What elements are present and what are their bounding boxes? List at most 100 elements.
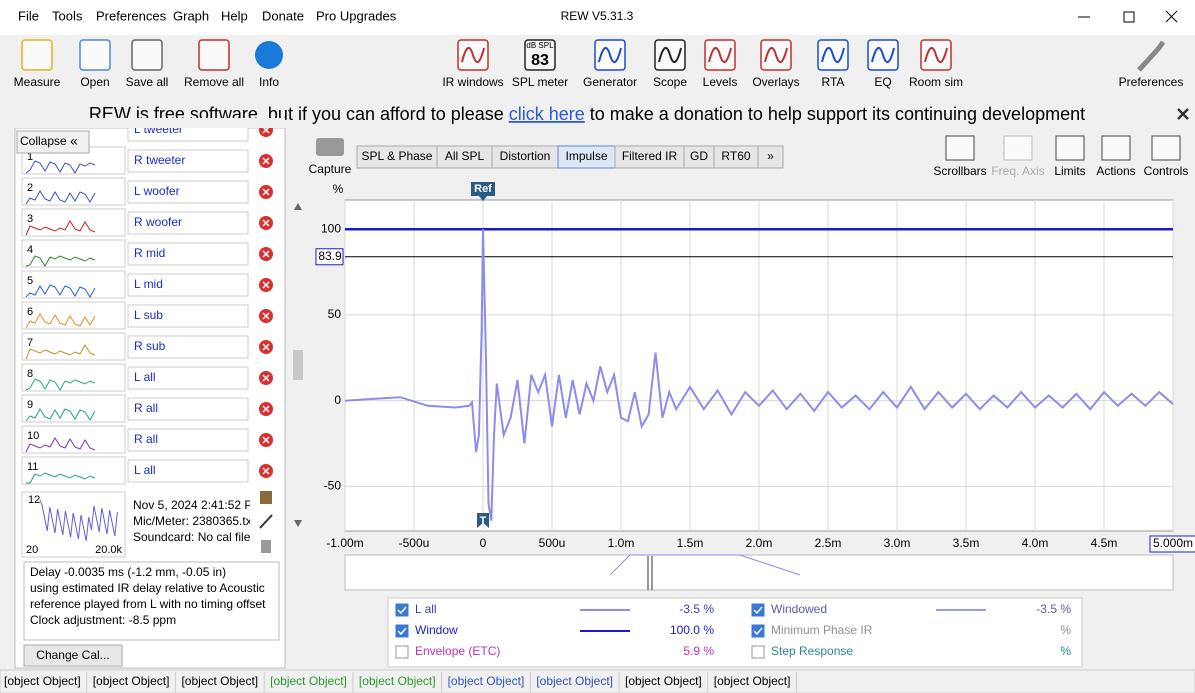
icon-glyph bbox=[821, 47, 845, 63]
icon-glyph bbox=[461, 47, 485, 63]
collapse-button[interactable] bbox=[16, 130, 90, 154]
measurement-name: R all bbox=[134, 432, 158, 446]
measurement-row[interactable]: 10 R all bbox=[21, 425, 273, 454]
toolbar-button[interactable]: Open bbox=[79, 39, 111, 89]
measurement-name: L sub bbox=[134, 308, 163, 322]
menu-item[interactable]: Preferences bbox=[96, 8, 167, 23]
measurement-row[interactable]: 8 L all bbox=[21, 363, 273, 392]
name-field bbox=[127, 459, 249, 483]
legend-checkbox[interactable] bbox=[395, 603, 409, 617]
measurement-row[interactable]: 1 R tweeter bbox=[21, 146, 273, 175]
measurement-number: 1 bbox=[27, 151, 33, 163]
x-tick-label: 3.0m bbox=[884, 536, 911, 550]
info-icon bbox=[255, 41, 283, 69]
thumb-trace bbox=[25, 255, 96, 267]
toolbar-label: Preferences bbox=[1119, 75, 1184, 89]
measurement-row[interactable]: 3 R woofer bbox=[21, 208, 273, 237]
toolbar-label: Open bbox=[80, 75, 109, 89]
thumb-trace bbox=[25, 344, 96, 360]
name-field bbox=[127, 242, 249, 266]
change-cal-label: Change Cal... bbox=[36, 648, 109, 662]
legend-reading: -3.5 % bbox=[1036, 602, 1071, 616]
measurement-name: R tweeter bbox=[134, 153, 185, 167]
view-icon[interactable] bbox=[1151, 135, 1181, 161]
legend-name: Step Response bbox=[771, 644, 853, 658]
thumb-trace bbox=[26, 472, 96, 484]
measurement-row[interactable]: 2 L woofer bbox=[21, 177, 273, 206]
measurement-row[interactable]: 11 L all bbox=[21, 456, 273, 485]
capture-icon[interactable] bbox=[316, 138, 344, 156]
menu-item[interactable]: Help bbox=[221, 8, 248, 23]
info-soundcard: Soundcard: No cal file bbox=[133, 530, 251, 544]
maximize[interactable] bbox=[1123, 11, 1135, 23]
legend-checkbox[interactable] bbox=[395, 624, 409, 638]
toolbar-button[interactable]: Save all bbox=[126, 39, 169, 89]
status-item: [object Object] bbox=[536, 674, 613, 688]
icon-glyph bbox=[871, 47, 895, 63]
menu-item[interactable]: Pro Upgrades bbox=[316, 8, 397, 23]
view-label: Actions bbox=[1096, 164, 1135, 178]
measurement-row[interactable]: 9 R all bbox=[21, 394, 273, 423]
toolbar-button[interactable]: IR windows bbox=[442, 39, 504, 89]
menu-item[interactable]: Graph bbox=[173, 8, 209, 23]
toolbar-button[interactable]: Room sim bbox=[909, 39, 963, 89]
menu-item[interactable]: Donate bbox=[262, 8, 304, 23]
thumb bbox=[21, 301, 126, 330]
toolbar-button[interactable]: Levels bbox=[703, 39, 738, 89]
measurement-number: 2 bbox=[27, 182, 33, 194]
x-tick-box bbox=[1149, 535, 1195, 553]
toolbar-button[interactable]: Scope bbox=[653, 39, 687, 89]
view-icon[interactable] bbox=[945, 135, 975, 161]
view-icon bbox=[1003, 135, 1033, 161]
toolbar-button[interactable]: Preferences bbox=[1119, 40, 1184, 89]
measurement-number: 11 bbox=[27, 461, 38, 473]
icon-glyph bbox=[924, 47, 948, 63]
panel-top-edge bbox=[15, 118, 285, 128]
toolbar-button[interactable]: Remove all bbox=[184, 39, 244, 89]
banner-link[interactable]: click here bbox=[509, 104, 585, 124]
close[interactable] bbox=[1165, 10, 1178, 23]
spl-icon-reading: 83 bbox=[531, 52, 549, 69]
tab[interactable] bbox=[757, 145, 784, 169]
view-icon[interactable] bbox=[1101, 135, 1131, 161]
toolbar-button[interactable]: Measure bbox=[14, 39, 61, 89]
menu-item[interactable]: Tools bbox=[52, 8, 83, 23]
icon-glyph bbox=[598, 47, 622, 63]
tab-label: Impulse bbox=[565, 149, 607, 163]
toolbar-button[interactable]: Generator bbox=[583, 39, 637, 89]
x-tick-label: 5.000m bbox=[1153, 536, 1193, 550]
measurement-row[interactable]: 7 R sub bbox=[21, 332, 273, 361]
toolbar-button[interactable]: RTA bbox=[817, 39, 849, 89]
legend-checkbox[interactable] bbox=[751, 624, 765, 638]
measurement-row[interactable]: 6 L sub bbox=[21, 301, 273, 330]
legend-checkbox[interactable] bbox=[751, 603, 765, 617]
tab-label: SPL & Phase bbox=[362, 149, 433, 163]
banner-close[interactable] bbox=[1177, 108, 1189, 120]
scroll-thumb[interactable] bbox=[293, 350, 303, 380]
legend-reading: -3.5 % bbox=[679, 602, 714, 616]
legend-checkbox[interactable] bbox=[395, 645, 409, 659]
legend-name: L all bbox=[415, 602, 437, 616]
measurement-row[interactable]: 5 L mid bbox=[21, 270, 273, 299]
thumb-trace bbox=[25, 284, 96, 298]
view-icon[interactable] bbox=[1055, 135, 1085, 161]
x-tick-label: 1.5m bbox=[677, 536, 704, 550]
status-item: [object Object] bbox=[4, 674, 81, 688]
toolbar-icon bbox=[198, 39, 230, 71]
toolbar-button[interactable]: EQ bbox=[867, 39, 899, 89]
toolbar-button[interactable]: Overlays bbox=[752, 39, 800, 89]
measurement-row[interactable]: 4 R mid bbox=[21, 239, 273, 268]
measurement-number: 3 bbox=[27, 213, 33, 225]
remove-x bbox=[262, 219, 270, 227]
menu-item[interactable]: File bbox=[18, 8, 39, 23]
toolbar-label: SPL meter bbox=[512, 75, 568, 89]
toolbar-button[interactable]: SPL meter bbox=[512, 39, 568, 89]
t-label: T bbox=[480, 515, 487, 527]
change-cal-button[interactable] bbox=[23, 644, 123, 667]
toolbar-button[interactable]: Info bbox=[255, 41, 283, 89]
series-line bbox=[345, 229, 1173, 521]
legend-checkbox[interactable] bbox=[751, 645, 765, 659]
toolbar-label: RTA bbox=[822, 75, 845, 89]
selected-trace bbox=[39, 499, 118, 542]
tab-label: » bbox=[767, 149, 774, 163]
